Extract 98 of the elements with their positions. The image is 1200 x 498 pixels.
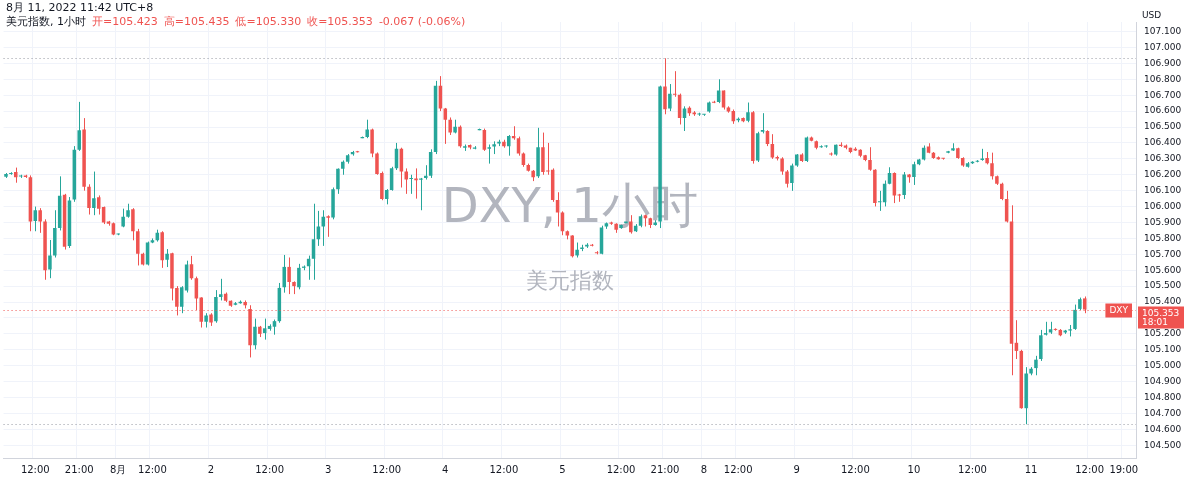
x-tick-label: 9 [793, 463, 800, 475]
x-tick-label: 11 [1024, 463, 1038, 475]
annotation: -0.067 (-0.06%) [378, 15, 466, 28]
x-tick-label: 19:00 [1109, 463, 1139, 475]
candlestick [760, 112, 765, 134]
candlestick [253, 318, 257, 350]
candlestick [77, 101, 81, 152]
candlestick [287, 257, 291, 295]
candlestick [912, 161, 916, 186]
y-tick-label: 106.100 [1144, 185, 1182, 196]
candlestick [297, 263, 301, 290]
candlestick [868, 146, 872, 172]
y-tick-label: 104.600 [1144, 423, 1182, 434]
candlestick [790, 163, 794, 192]
candlestick [990, 152, 994, 181]
y-tick-label: 104.900 [1144, 375, 1182, 386]
ref-line-label: 105.353 [1142, 307, 1180, 318]
y-tick-label: 105.900 [1144, 216, 1182, 227]
annotation: 美元指数 [525, 267, 614, 293]
x-tick-label: 21:00 [650, 463, 680, 475]
y-tick-label: 106.700 [1144, 89, 1182, 100]
y-tick-label: 106.400 [1144, 137, 1182, 148]
candlestick [424, 164, 428, 181]
x-tick-label: 5 [559, 463, 566, 475]
x-tick-label: 12:00 [958, 463, 987, 475]
x-tick-label: 21:00 [64, 463, 94, 475]
y-tick-label: 104.500 [1144, 439, 1182, 450]
candlestick [487, 144, 491, 165]
x-tick-label: 8 [700, 463, 708, 475]
candlestick [1034, 355, 1038, 376]
y-tick-label: 105.400 [1144, 296, 1182, 307]
candlestick [365, 119, 369, 139]
candlestick [326, 214, 330, 238]
candlestick [507, 134, 511, 157]
y-tick-label: 105.800 [1144, 232, 1182, 243]
x-tick-label: 12:00 [723, 463, 753, 475]
x-tick-label: 12:00 [606, 463, 636, 475]
x-tick-label: 12:00 [372, 463, 402, 475]
y-tick-label: 104.800 [1144, 391, 1182, 402]
y-tick-label: 105.500 [1144, 280, 1182, 291]
candlestick [458, 124, 462, 149]
x-tick-label: 12:00 [20, 463, 50, 475]
y-tick-label: 107.000 [1144, 41, 1182, 52]
candlestick [668, 83, 672, 112]
candlestick [136, 228, 140, 266]
y-tick-label: 105.200 [1144, 328, 1182, 339]
x-tick-label: 10 [907, 463, 921, 475]
candlestick [48, 239, 52, 279]
chart-subtitle: 8月 11, 2022 11:42 UTC+8 [6, 0, 154, 15]
x-tick-label: 12:00 [489, 463, 519, 475]
annotation: 高=105.435 [163, 15, 230, 28]
y-tick-label: 106.300 [1144, 153, 1182, 164]
chart-title: 美元指数, 1小时 [6, 15, 86, 28]
annotation: 开=105.423 [92, 15, 158, 28]
candlestick [829, 151, 833, 157]
annotation: 收=105.353 [307, 15, 373, 28]
y-axis-title: USD [1142, 10, 1162, 21]
y-tick-label: 105.100 [1144, 344, 1182, 355]
candlestick [663, 57, 667, 115]
candlestick [419, 177, 423, 211]
y-tick-label: 106.900 [1144, 57, 1182, 68]
y-tick-label: 106.500 [1144, 121, 1182, 132]
y-tick-label: 106.000 [1144, 200, 1182, 211]
candlestick [38, 207, 42, 234]
candlestick [902, 171, 906, 200]
candlestick [282, 254, 286, 294]
x-tick-label: 8月 [110, 463, 127, 475]
candlestick [87, 183, 91, 216]
y-tick-label: 106.800 [1144, 73, 1182, 84]
y-tick-label: 105.600 [1144, 264, 1182, 275]
x-tick-label: 12:00 [255, 463, 284, 475]
candlestick [570, 234, 574, 258]
candlestick [219, 278, 223, 301]
candlestick [746, 102, 750, 123]
x-tick-label: 2 [207, 463, 215, 475]
candlestick [92, 171, 96, 216]
candlestick [409, 174, 413, 195]
y-tick-label: 105.000 [1144, 360, 1182, 371]
y-tick-label: 106.200 [1144, 169, 1182, 180]
text: 18:01 [1142, 316, 1168, 327]
candlestick [131, 207, 135, 241]
candlestick [121, 208, 125, 228]
x-tick-label: 12:00 [1075, 463, 1105, 475]
annotation: DXY [1109, 304, 1129, 315]
annotation: 低=105.330 [235, 15, 302, 28]
y-tick-label: 105.700 [1144, 248, 1182, 259]
candlestick [1073, 304, 1077, 331]
candlestick [336, 167, 340, 195]
y-tick-label: 106.600 [1144, 105, 1182, 116]
candlestick [443, 107, 448, 145]
x-tick-label: 12:00 [138, 463, 167, 475]
y-tick-label: 107.100 [1144, 25, 1182, 36]
x-tick-label: 4 [442, 463, 449, 475]
y-tick-label: 104.700 [1144, 407, 1182, 418]
candlestick [404, 167, 409, 195]
candlestick [1039, 329, 1043, 362]
x-tick-label: 12:00 [840, 463, 870, 475]
x-tick-label: 3 [324, 463, 332, 475]
